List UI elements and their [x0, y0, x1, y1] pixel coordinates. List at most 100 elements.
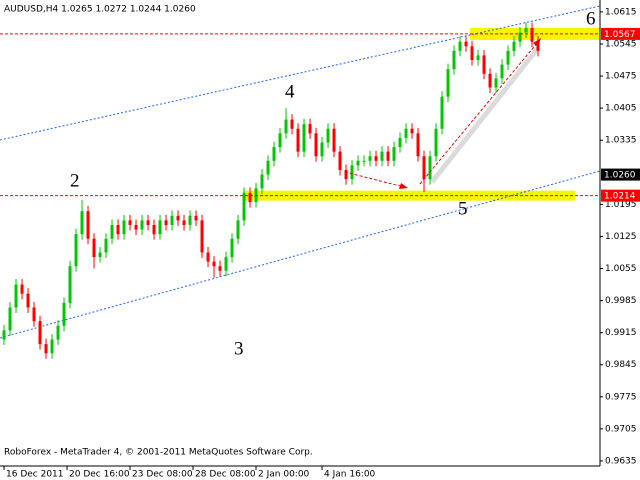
candle-body [506, 50, 510, 65]
candle-body [194, 215, 198, 221]
candle-body [236, 220, 240, 239]
candle-body [164, 220, 168, 225]
wave-label: 5 [458, 198, 468, 219]
candle-body [2, 330, 6, 340]
candle-body [176, 215, 180, 221]
y-tick-label: 0.9985 [605, 296, 637, 306]
candle-body [260, 174, 264, 189]
y-tick-label: 0.9635 [605, 456, 637, 466]
candle-body [200, 220, 204, 253]
candle-body [68, 266, 72, 303]
y-tick-label: 0.9705 [605, 424, 637, 434]
plot [2, 22, 540, 359]
candle-body [56, 325, 60, 340]
candle-body [218, 266, 222, 271]
candle-body [398, 137, 402, 148]
candle-body [116, 224, 120, 235]
candle-body [326, 128, 330, 143]
candle-body [422, 156, 426, 180]
x-tick-label: 4 Jan 16:00 [324, 470, 376, 480]
candle-body [302, 124, 306, 152]
candle-body [350, 165, 354, 180]
candle-body [482, 55, 486, 74]
x-tick-label: 23 Dec 08:00 [132, 470, 193, 480]
candle-body [92, 238, 96, 258]
candle-body [62, 302, 66, 326]
candle-body [158, 220, 162, 235]
candle-body [500, 64, 504, 79]
candle-body [410, 128, 414, 134]
candle-body [212, 261, 216, 267]
candle-body [374, 156, 378, 161]
candle-body [284, 119, 288, 134]
wave-label: 4 [285, 81, 295, 102]
x-tick-label: 2 Jan 00:00 [258, 470, 310, 480]
candle-body [488, 73, 492, 88]
price-box [601, 168, 640, 181]
candle-body [470, 46, 474, 61]
candle-body [32, 307, 36, 322]
candle-body [122, 220, 126, 235]
candle-body [230, 238, 234, 258]
candle-body [134, 224, 138, 230]
candle-body [266, 160, 270, 175]
y-tick-label: 1.0615 [605, 7, 637, 17]
candle-body [104, 238, 108, 253]
candle-body [446, 69, 450, 97]
candle-body [440, 96, 444, 129]
candle-body [530, 27, 534, 42]
arrow-line [344, 171, 405, 188]
candle-body [8, 307, 12, 331]
candle-body [152, 224, 156, 235]
candle-body [170, 215, 174, 225]
candle-body [44, 344, 48, 354]
arrow-head [399, 183, 408, 189]
candle-body [86, 211, 90, 239]
candle-body [182, 220, 186, 225]
candle-body [290, 119, 294, 129]
candle-body [242, 192, 246, 221]
candle-body [476, 55, 480, 61]
candle-body [344, 169, 348, 180]
candle-body [278, 133, 282, 148]
y-tick-label: 1.0545 [605, 39, 637, 49]
candle-body [464, 41, 468, 47]
x-tick-label: 20 Dec 16:00 [69, 470, 130, 480]
candle-body [110, 224, 114, 239]
candle-body [140, 220, 144, 230]
candle-body [434, 128, 438, 157]
y-tick-label: 0.9845 [605, 360, 637, 370]
y-tick-label: 1.0195 [605, 200, 637, 210]
level-label: 1.0567 [604, 30, 636, 40]
candle-body [50, 339, 54, 354]
level-box [601, 189, 640, 202]
candle-body [272, 147, 276, 161]
candle-body [428, 156, 432, 180]
candle-body [524, 27, 528, 33]
channel-upper [0, 5, 601, 141]
candle-body [38, 321, 42, 345]
zone [243, 190, 575, 201]
candle-body [128, 220, 132, 225]
wave-label: 6 [586, 8, 596, 29]
price-label: 1.0260 [604, 171, 636, 181]
arrow-head [533, 38, 541, 47]
trend-shadow [430, 46, 540, 184]
candle-body [392, 147, 396, 161]
candle-body [14, 284, 18, 308]
y-tick-label: 1.0475 [605, 72, 637, 82]
candle-body [314, 133, 318, 157]
candle-body [26, 293, 30, 308]
arrow-line [419, 41, 539, 185]
candle-body [188, 215, 192, 225]
wave-label: 3 [234, 338, 244, 359]
candle-body [98, 252, 102, 258]
candle-body [368, 156, 372, 161]
candle-body [380, 151, 384, 161]
candle-body [332, 128, 336, 152]
y-tick-label: 1.0335 [605, 136, 637, 146]
candle-body [404, 128, 408, 138]
candle-body [416, 133, 420, 157]
candle-body [20, 284, 24, 294]
